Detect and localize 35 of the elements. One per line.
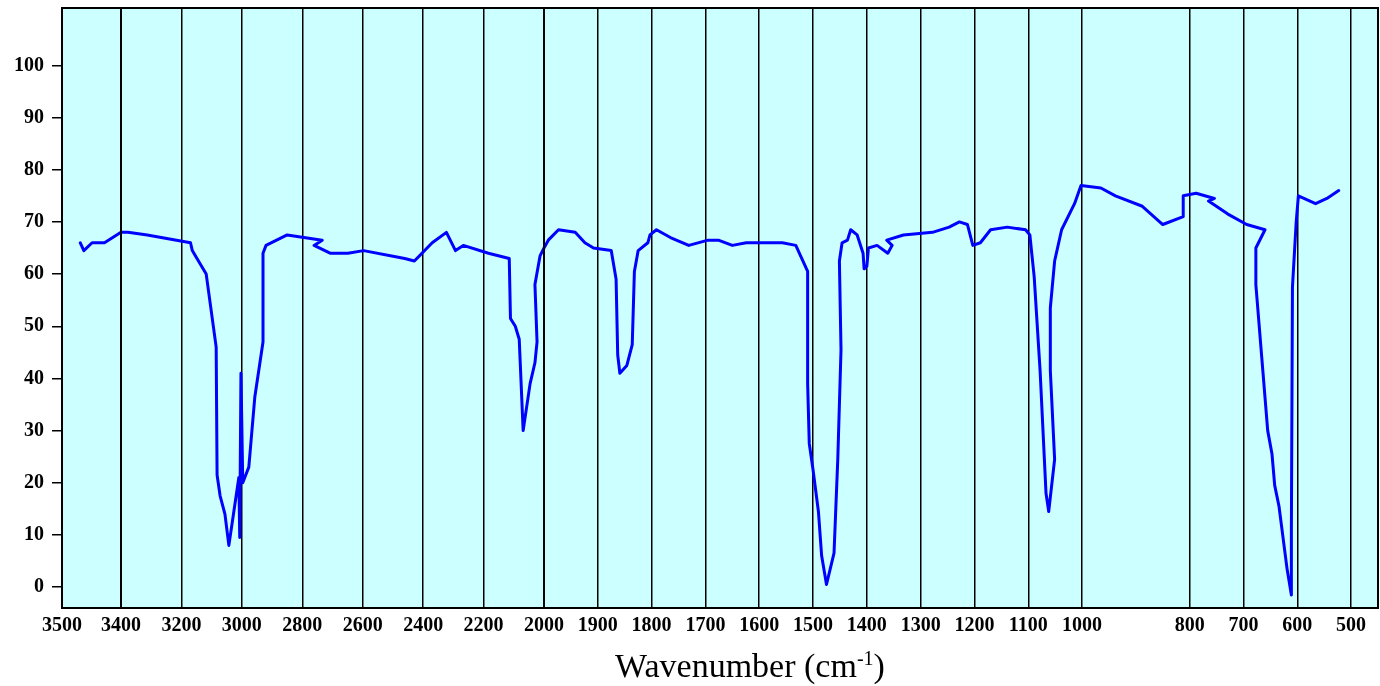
x-tick-label: 1200 xyxy=(954,613,995,636)
x-tick-label: 1300 xyxy=(901,613,941,636)
x-axis-title: Wavenumber (cm$^{-1}$) xyxy=(615,646,885,686)
y-tick-label: 20 xyxy=(24,469,44,492)
y-tick-label: 90 xyxy=(24,104,44,127)
x-tick-label: 700 xyxy=(1228,613,1259,636)
y-tick-label: 40 xyxy=(24,365,44,388)
x-tick-label: 3400 xyxy=(101,613,141,636)
y-tick-label: 60 xyxy=(24,261,44,284)
y-tick-label: 100 xyxy=(14,52,44,75)
x-tick-label: 3200 xyxy=(161,613,202,636)
x-tick-label: 800 xyxy=(1175,613,1206,636)
x-tick-label: 3000 xyxy=(222,613,263,636)
x-tick-label: 2400 xyxy=(403,613,444,636)
x-tick-label: 1500 xyxy=(793,613,834,636)
y-tick-label: 0 xyxy=(34,574,44,597)
y-tick-label: 10 xyxy=(24,522,44,545)
x-tick-label: 1700 xyxy=(685,613,726,636)
x-tick-label: 600 xyxy=(1282,613,1313,636)
x-tick-label: 1800 xyxy=(631,613,672,636)
x-tick-label: 2000 xyxy=(524,613,565,636)
x-tick-label: 2600 xyxy=(343,613,384,636)
y-tick-label: 30 xyxy=(24,417,44,440)
x-tick-label: 1600 xyxy=(739,613,780,636)
y-tick-label: 80 xyxy=(24,156,44,179)
x-tick-label: 1000 xyxy=(1062,613,1103,636)
x-tick-label: 2800 xyxy=(282,613,323,636)
x-tick-label: 500 xyxy=(1336,613,1367,636)
x-tick-label: 1900 xyxy=(578,613,619,636)
y-tick-label: 50 xyxy=(24,313,44,336)
x-tick-label: 3500 xyxy=(42,613,82,636)
x-tick-label: 2200 xyxy=(463,613,504,636)
y-tick-label: 70 xyxy=(24,209,44,232)
x-tick-label: 1400 xyxy=(847,613,888,636)
x-tick-label: 1100 xyxy=(1009,613,1049,636)
